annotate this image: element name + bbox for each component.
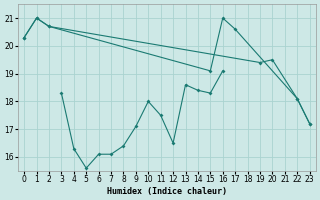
- X-axis label: Humidex (Indice chaleur): Humidex (Indice chaleur): [107, 187, 227, 196]
